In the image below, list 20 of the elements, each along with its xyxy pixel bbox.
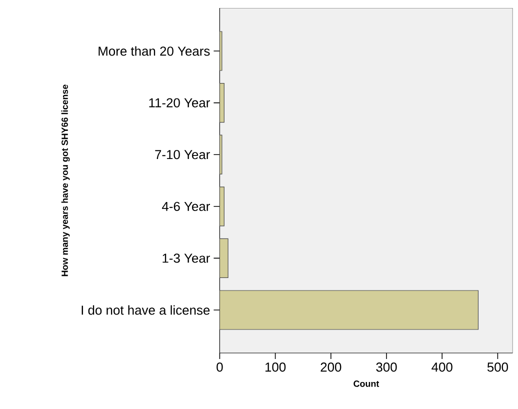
bar <box>220 290 479 330</box>
y-axis-title: How many years have you got SHY66 license <box>61 84 70 276</box>
y-tick-label: 11-20 Year <box>149 98 210 108</box>
x-tick-label: 0 <box>216 362 223 372</box>
bar <box>220 186 224 226</box>
x-tick-label: 100 <box>265 362 286 372</box>
bar <box>220 238 228 278</box>
x-axis-title: Count <box>354 380 380 387</box>
x-tick-label: 400 <box>432 362 452 372</box>
x-tick-label: 500 <box>487 362 508 372</box>
y-tick-label: 4-6 Year <box>162 202 210 211</box>
y-tick-label: 1-3 Year <box>162 254 210 263</box>
bar <box>220 83 224 123</box>
y-tick-label: I do not have a license <box>82 305 210 315</box>
x-tick-label: 200 <box>320 362 342 372</box>
y-tick-label: More than 20 Years <box>98 46 210 56</box>
bar <box>220 134 222 174</box>
x-tick-label: 300 <box>376 362 397 372</box>
bar <box>220 31 222 71</box>
y-tick-label: 7-10 Year <box>155 150 210 160</box>
